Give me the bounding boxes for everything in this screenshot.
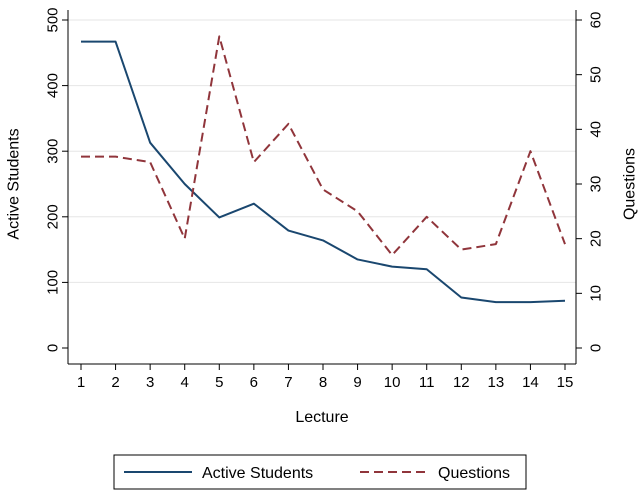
series-line-questions xyxy=(81,35,566,257)
left-y-tick-label: 300 xyxy=(45,139,62,164)
right-y-tick-label: 0 xyxy=(588,344,605,352)
left-y-tick-label: 400 xyxy=(45,73,62,98)
right-y-tick-label: 60 xyxy=(588,12,605,29)
x-tick-label: 8 xyxy=(319,374,327,391)
x-tick-label: 11 xyxy=(419,374,435,391)
right-y-tick-label: 50 xyxy=(588,66,605,83)
left-y-tick-label: 0 xyxy=(45,344,62,352)
x-ticks: 1 2 3 4 5 6 7 8 9 10 11 12 13 14 15 xyxy=(77,364,574,391)
x-tick-label: 6 xyxy=(250,374,258,391)
x-tick-label: 4 xyxy=(181,374,189,391)
legend: Active Students Questions xyxy=(113,454,527,490)
legend-label-questions: Questions xyxy=(438,465,510,482)
x-tick-label: 14 xyxy=(522,374,539,391)
x-tick-label: 5 xyxy=(215,374,223,391)
x-tick-label: 2 xyxy=(111,374,119,391)
right-y-axis-title: Questions xyxy=(622,148,639,220)
grid-lines xyxy=(68,19,576,283)
right-y-tick-label: 20 xyxy=(588,230,605,247)
right-y-ticks: 0 10 20 30 40 50 60 xyxy=(576,12,605,352)
x-tick-label: 12 xyxy=(453,374,470,391)
left-y-tick-label: 100 xyxy=(45,270,62,295)
left-y-axis-title: Active Students xyxy=(6,128,23,239)
left-y-tick-label: 500 xyxy=(45,7,62,32)
right-y-tick-label: 40 xyxy=(588,121,605,138)
x-axis-title: Lecture xyxy=(295,409,348,426)
x-tick-label: 3 xyxy=(146,374,154,391)
left-y-ticks: 0 100 200 300 400 500 xyxy=(45,7,68,352)
x-tick-label: 13 xyxy=(488,374,505,391)
left-y-tick-label: 200 xyxy=(45,204,62,229)
axes xyxy=(67,10,577,365)
x-tick-label: 9 xyxy=(353,374,361,391)
x-tick-label: 7 xyxy=(284,374,292,391)
right-y-tick-label: 30 xyxy=(588,176,605,193)
x-tick-label: 1 xyxy=(77,374,85,391)
legend-label-active-students: Active Students xyxy=(202,465,313,482)
series-lines xyxy=(81,35,566,304)
series-line-active-students xyxy=(81,40,566,304)
x-tick-label: 10 xyxy=(384,374,401,391)
x-tick-label: 15 xyxy=(557,374,574,391)
right-y-tick-label: 10 xyxy=(588,285,605,302)
